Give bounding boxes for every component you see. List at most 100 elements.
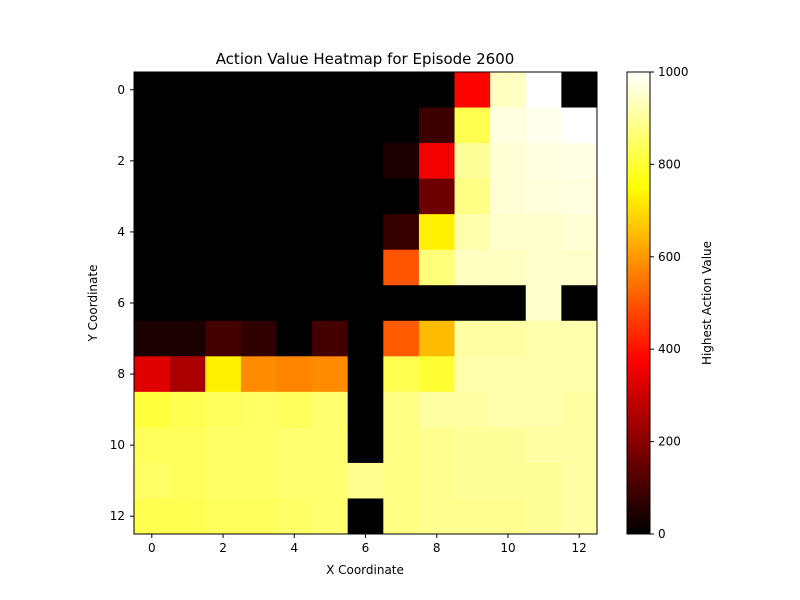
heatmap-cell [454, 143, 491, 180]
heatmap-cell [276, 143, 313, 180]
heatmap-cell [205, 356, 242, 393]
heatmap-cell [240, 356, 277, 393]
heatmap-cell [561, 143, 598, 180]
heatmap-cell [525, 320, 562, 357]
y-axis-label: Y Coordinate [86, 265, 100, 343]
heatmap-cell [454, 391, 491, 428]
heatmap-cell [134, 214, 171, 251]
heatmap-cell [169, 320, 206, 357]
heatmap-cell [134, 498, 171, 535]
heatmap-cell [205, 107, 242, 144]
heatmap-cell [525, 72, 562, 109]
colorbar-tick-label: 200 [658, 435, 681, 449]
heatmap-cell [240, 498, 277, 535]
heatmap-cell [525, 285, 562, 322]
heatmap-cell [490, 498, 527, 535]
heatmap-cell [454, 214, 491, 251]
heatmap-cell [418, 214, 456, 251]
y-tick-label: 10 [110, 438, 125, 452]
x-tick-label: 0 [148, 541, 156, 555]
heatmap-cell [383, 72, 420, 109]
heatmap-cell [240, 107, 277, 144]
heatmap-cell [134, 391, 171, 428]
heatmap-cell [561, 214, 598, 251]
heatmap-cell [205, 285, 242, 322]
heatmap-cell [454, 249, 491, 286]
heatmap-cell [490, 320, 527, 357]
heatmap-cell [134, 285, 171, 322]
heatmap-cell [561, 249, 598, 286]
y-tick-label: 4 [117, 225, 125, 239]
heatmap-cell [561, 320, 598, 357]
heatmap-cell [276, 391, 313, 428]
heatmap-cell [561, 391, 598, 428]
heatmap-cell [276, 427, 313, 464]
heatmap-cell [525, 427, 562, 464]
heatmap-cell [347, 391, 384, 428]
heatmap-cell [240, 391, 277, 428]
colorbar-tick-label: 1000 [658, 65, 689, 79]
heatmap-cell [454, 356, 491, 393]
heatmap-cell [454, 320, 491, 357]
heatmap-cell [383, 462, 420, 499]
colorbar-ticks: 0 200 400 600 800 1000 [650, 65, 689, 541]
chart-title: Action Value Heatmap for Episode 2600 [216, 50, 515, 68]
heatmap-cell [490, 107, 527, 144]
x-tick-label: 6 [362, 541, 370, 555]
heatmap-cell [134, 72, 171, 109]
heatmap-cell [418, 249, 456, 286]
heatmap-cell [525, 356, 562, 393]
heatmap-cell [169, 178, 206, 215]
heatmap-cell [383, 427, 420, 464]
colorbar-tick-label: 800 [658, 157, 681, 171]
heatmap-cell [205, 427, 242, 464]
heatmap-cell [312, 462, 349, 499]
heatmap-cell [205, 498, 242, 535]
heatmap-cell [383, 320, 420, 357]
colorbar-tick-label: 400 [658, 342, 681, 356]
heatmap-cell [312, 320, 349, 357]
heatmap-cell [276, 72, 313, 109]
heatmap-cell [383, 249, 420, 286]
heatmap-cell [240, 285, 277, 322]
heatmap-cell [418, 498, 456, 535]
x-tick-label: 2 [219, 541, 227, 555]
heatmap-cell [240, 427, 277, 464]
heatmap-cell [418, 107, 456, 144]
heatmap-cell [525, 249, 562, 286]
heatmap-cell [240, 143, 277, 180]
heatmap-cell [205, 391, 242, 428]
heatmap-cell [490, 143, 527, 180]
heatmap-cell [347, 72, 384, 109]
heatmap-cell [418, 427, 456, 464]
heatmap-cell [312, 498, 349, 535]
heatmap-cell [169, 427, 206, 464]
heatmap-cell [205, 462, 242, 499]
heatmap-cell [525, 143, 562, 180]
heatmap-cell [418, 178, 456, 215]
heatmap-cell [169, 498, 206, 535]
heatmap-cell [276, 249, 313, 286]
x-axis-ticks: 0 2 4 6 8 10 12 [148, 534, 587, 555]
heatmap-cell [312, 249, 349, 286]
heatmap-cell [312, 143, 349, 180]
y-tick-label: 8 [117, 367, 125, 381]
heatmap-cell [561, 72, 598, 109]
heatmap-cell [383, 107, 420, 144]
heatmap-cell [383, 498, 420, 535]
heatmap-cell [347, 320, 384, 357]
heatmap-cell [205, 178, 242, 215]
heatmap-cell [561, 356, 598, 393]
heatmap-cell [312, 427, 349, 464]
heatmap-cell [454, 72, 491, 109]
heatmap-cell [169, 391, 206, 428]
x-tick-label: 4 [290, 541, 298, 555]
colorbar-tick-label: 0 [658, 527, 666, 541]
heatmap-cell [276, 214, 313, 251]
heatmap-cell [525, 107, 562, 144]
heatmap-cell [134, 178, 171, 215]
x-tick-label: 10 [500, 541, 515, 555]
heatmap-cell [454, 462, 491, 499]
heatmap-cell [418, 462, 456, 499]
heatmap-cell [454, 178, 491, 215]
